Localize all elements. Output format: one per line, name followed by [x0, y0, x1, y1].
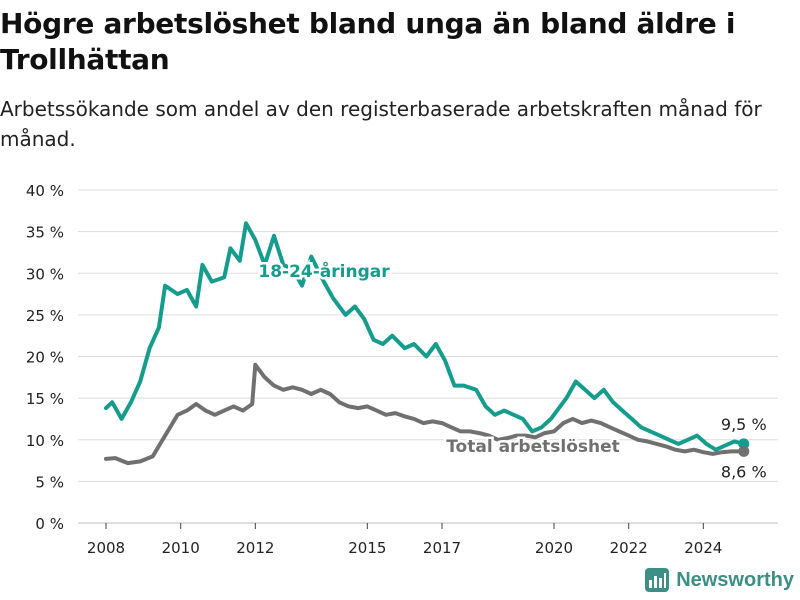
y-tick-label: 25 %	[26, 307, 64, 325]
x-tick-label: 2022	[610, 539, 648, 557]
series-end-point-1	[738, 445, 750, 457]
chart-subtitle: Arbetssökande som andel av den registerb…	[0, 97, 762, 151]
x-tick-label: 2015	[348, 539, 386, 557]
x-tick-label: 2020	[535, 539, 573, 557]
chart-title: Högre arbetslöshet bland unga än bland ä…	[0, 7, 736, 76]
x-tick-label: 2012	[236, 539, 274, 557]
y-tick-label: 15 %	[26, 390, 64, 408]
series-name-label-0: 18-24-åringar	[258, 260, 390, 282]
series-line-0	[104, 221, 746, 452]
x-tick-label: 2017	[423, 539, 461, 557]
brand-name: Newsworthy	[676, 568, 794, 591]
x-tick-label: 2008	[87, 539, 125, 557]
y-tick-label: 40 %	[26, 182, 64, 200]
x-tick-label: 2024	[684, 539, 722, 557]
brand-logo: Newsworthy	[644, 567, 794, 593]
x-axis-ticks: 2008 2010 2012 2015 2017 2020 2022 2024	[87, 523, 722, 557]
y-tick-label: 35 %	[26, 224, 64, 242]
y-tick-label: 30 %	[26, 265, 64, 283]
x-tick-label: 2010	[162, 539, 200, 557]
y-axis-ticks: 0 % 5 % 10 % 15 % 20 % 25 % 30 % 35 % 40 %	[26, 182, 64, 533]
line-chart: 0 %5 %10 %15 %20 %25 %30 %35 %40 % 2008 2…	[26, 182, 778, 557]
y-tick-label: 5 %	[35, 473, 64, 491]
newsworthy-logo-icon	[645, 568, 670, 592]
y-tick-label: 0 %	[35, 515, 64, 533]
series-line-1	[104, 362, 746, 466]
y-tick-label: 10 %	[26, 432, 64, 450]
series-lines	[104, 221, 750, 466]
series-labels: 9,5 % 8,6 % 18-24-åringar Total arbetslöshe…	[256, 258, 767, 482]
series-name-label-1: Total arbetslöshet	[446, 437, 620, 457]
end-value-label-1: 8,6 %	[721, 462, 767, 481]
y-tick-label: 20 %	[26, 349, 64, 367]
end-value-label-0: 9,5 %	[721, 415, 767, 434]
